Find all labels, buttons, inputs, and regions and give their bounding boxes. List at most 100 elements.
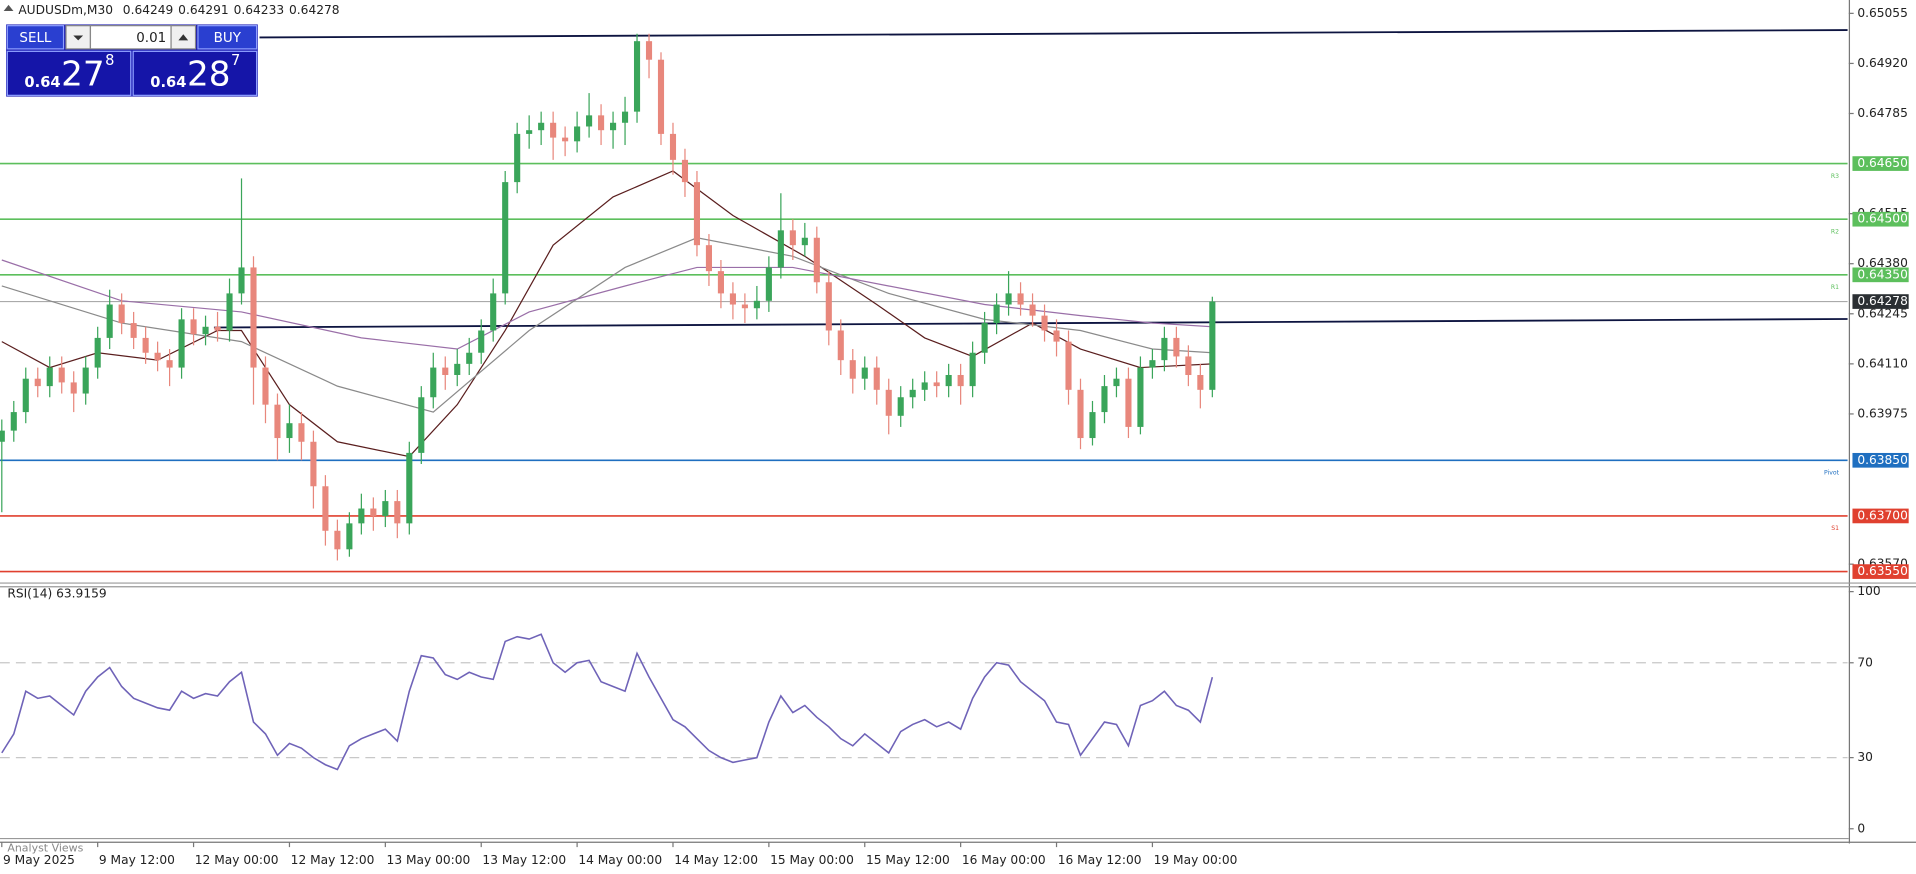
y-tick-label: 0.64380 <box>1857 256 1908 270</box>
x-tick-label: 9 May 2025 <box>3 853 75 867</box>
candle-body <box>1089 412 1096 439</box>
candle-body <box>70 382 77 394</box>
candle-body <box>873 367 880 390</box>
candle-body <box>478 330 485 353</box>
x-tick-label: 16 May 12:00 <box>1058 853 1142 867</box>
candle-body <box>909 389 916 398</box>
y-tick-label: 0.64920 <box>1857 56 1908 70</box>
candle-body <box>142 337 149 353</box>
x-tick-label: 19 May 00:00 <box>1154 853 1238 867</box>
candle-body <box>1161 337 1168 361</box>
level-value: 0.64500 <box>1857 212 1908 226</box>
x-tick-label: 13 May 12:00 <box>482 853 566 867</box>
level-label: Pivot <box>1824 470 1840 477</box>
lot-value: 0.01 <box>136 31 166 46</box>
candle-body <box>46 367 53 387</box>
symbol: AUDUSDm,M30 <box>18 2 113 16</box>
chart-header: AUDUSDm,M30 0.64249 0.64291 0.64233 0.64278 <box>18 2 339 16</box>
candle-body <box>1173 337 1180 357</box>
x-tick-label: 14 May 00:00 <box>578 853 662 867</box>
candle-body <box>885 389 892 416</box>
candle-body <box>921 382 928 390</box>
candle-body <box>837 330 844 361</box>
candle-body <box>394 501 401 524</box>
ask-prefix: 0.64 <box>150 74 186 91</box>
candle-body <box>406 452 413 524</box>
candle-body <box>94 337 101 368</box>
level-value-box <box>1852 564 1909 579</box>
candle-body <box>610 122 617 131</box>
x-tick-label: 15 May 00:00 <box>770 853 854 867</box>
candle-body <box>370 508 377 516</box>
level-label: R2 <box>1831 228 1839 235</box>
sell-label: SELL <box>19 31 52 46</box>
ask-fraction: 7 <box>231 52 240 69</box>
candle-body <box>645 41 653 60</box>
candle-body <box>825 282 832 331</box>
x-tick-label: 12 May 12:00 <box>291 853 375 867</box>
candle-body <box>1125 378 1132 427</box>
moving-average <box>1 259 1213 350</box>
x-tick-label: 9 May 12:00 <box>99 853 175 867</box>
candle-body <box>286 423 293 439</box>
sell-button[interactable] <box>6 25 65 50</box>
ask-box[interactable] <box>132 50 258 96</box>
candle-body <box>765 267 772 301</box>
buy-button[interactable] <box>197 25 258 50</box>
candle-body <box>562 137 569 142</box>
level-value-box <box>1852 156 1909 171</box>
candle-body <box>933 382 940 387</box>
trendline <box>259 29 1848 39</box>
down-arrow <box>73 35 84 41</box>
current-price-label: 0.64278 <box>1857 294 1908 308</box>
candle-body <box>861 367 868 379</box>
candle-body <box>681 159 689 183</box>
candle-body <box>166 360 173 368</box>
candle-body <box>250 267 257 368</box>
level-label: R1 <box>1831 284 1839 291</box>
candle-body <box>22 378 29 413</box>
x-tick-label: 13 May 00:00 <box>387 853 471 867</box>
candle-body <box>118 304 125 324</box>
candle-body <box>274 404 281 439</box>
candle-body <box>669 133 677 160</box>
candle-body <box>538 122 545 131</box>
bid-prefix: 0.64 <box>24 74 60 91</box>
candle-body <box>633 41 641 112</box>
candle-body <box>1197 374 1204 390</box>
candle-body <box>514 133 521 183</box>
candle-body <box>993 304 1000 324</box>
bid-box[interactable] <box>6 50 132 96</box>
candle-body <box>0 430 5 442</box>
level-value-box <box>1852 267 1909 283</box>
bid-pips: 27 <box>61 54 105 94</box>
moving-average <box>1 170 1213 458</box>
ohlc-value: 0.64278 <box>289 2 340 16</box>
candle-body <box>1101 386 1108 413</box>
candle-body <box>454 363 461 375</box>
candle-body <box>238 267 245 294</box>
candle-body <box>226 293 233 331</box>
ohlc-value: 0.64291 <box>178 2 229 16</box>
y-tick-label: 0.64785 <box>1857 106 1908 120</box>
candle-body <box>1209 301 1216 390</box>
level-value: 0.63700 <box>1857 508 1908 522</box>
collapse-icon[interactable] <box>3 4 14 12</box>
y-tick-label: 0.64110 <box>1857 356 1908 370</box>
candle-body <box>693 182 701 246</box>
trade-panel: SELL 0.01 BUY 0.64 27 8 0.64 28 7 <box>6 24 258 97</box>
candle-body <box>58 367 65 383</box>
candle-body <box>490 293 497 331</box>
candle-body <box>430 367 437 398</box>
candle-body <box>657 59 665 134</box>
candle-body <box>586 115 593 127</box>
candle-body <box>598 115 605 131</box>
candle-body <box>621 111 629 123</box>
candle-body <box>1053 330 1060 342</box>
candle-body <box>346 523 353 550</box>
candle-body <box>154 352 161 361</box>
candle-body <box>382 501 389 516</box>
candle-body <box>322 486 329 531</box>
